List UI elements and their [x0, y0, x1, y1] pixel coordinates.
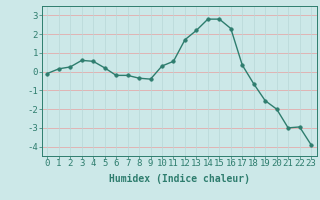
X-axis label: Humidex (Indice chaleur): Humidex (Indice chaleur) [109, 174, 250, 184]
